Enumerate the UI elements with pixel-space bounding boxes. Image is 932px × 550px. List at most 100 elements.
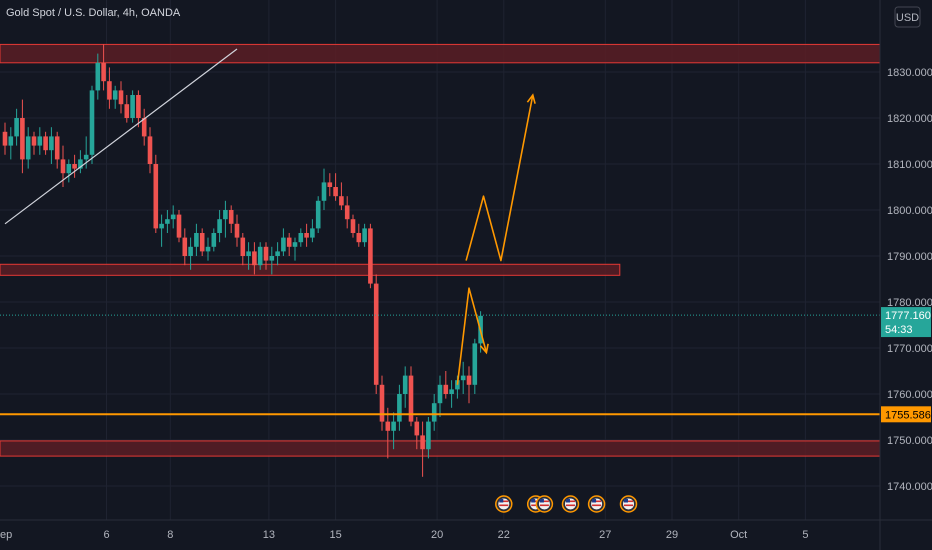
candle [339,182,344,210]
currency-label: USD [896,12,919,24]
time-tick-label: 8 [167,529,173,541]
resistance-zone[interactable] [0,440,881,457]
event-marker-stripe [531,500,541,503]
candle [89,85,95,164]
candle [49,127,54,164]
candle-body [101,62,106,82]
drawings[interactable] [0,48,880,416]
event-marker-stripe [566,504,575,507]
candle-body [54,136,60,160]
candle [31,131,37,155]
event-marker-stripe [592,500,602,503]
grid [0,0,880,520]
event-marker-canton [531,499,536,503]
candle-body [25,136,31,160]
candles [2,44,483,477]
candle [217,210,222,243]
event-marker-canton [566,499,570,503]
candle [182,228,188,266]
candle [37,127,43,155]
price-axis-background[interactable] [880,0,932,520]
candle-body [263,246,269,261]
candle-body [43,136,48,151]
projection-up-path[interactable] [465,94,534,262]
candle-body [315,200,321,229]
candle [385,407,391,459]
candle [420,421,425,477]
candle [240,233,246,266]
price-axis[interactable]: 1740.000 1750.000 1760.000 1770.000 1780.000… [887,67,932,493]
candle [472,338,478,394]
event-flag-icon[interactable] [619,495,638,513]
candle [228,205,234,233]
event-flag-icon[interactable] [535,495,554,513]
candle [170,205,176,229]
candle-body [49,136,54,151]
candle [362,223,367,247]
candle [112,85,118,109]
event-flag-icon[interactable] [587,495,606,513]
candle [165,210,170,233]
candle-body [8,136,14,146]
chart-title: Gold Spot / U.S. Dollar, 4h, OANDA [6,7,181,19]
candle [246,242,251,270]
candle [350,214,356,238]
candle-body [170,214,176,220]
time-axis[interactable]: ep 6 8 13 15 20 22 27 29 Oct 5 [0,529,808,541]
candle [257,242,263,270]
candle-body [362,228,367,243]
event-markers[interactable] [495,495,638,513]
time-tick-label: 5 [802,529,808,541]
candle-body [20,118,25,160]
price-tag-value: 1777.160 [885,310,931,322]
candle [344,196,350,229]
candle-body [176,214,182,238]
price-tick-label: 1770.000 [887,343,932,355]
currency-button[interactable]: USD [894,6,921,28]
candle-body [414,421,420,436]
candle-body [37,136,43,146]
candle-body [321,182,327,201]
resistance-zone[interactable] [0,43,881,64]
price-tick-label: 1790.000 [887,251,932,263]
candle-body [443,384,449,394]
candle-body [379,384,385,422]
candle-body [205,246,211,252]
candle-body [286,237,292,247]
projection-down-path[interactable] [456,287,488,385]
time-tick-label: 20 [431,529,443,541]
event-marker-stripe [624,504,633,507]
candle-body [72,164,77,169]
candle-body [275,251,280,256]
candle [14,108,19,146]
candle-body [344,205,350,220]
candle [437,375,443,417]
candle-body [240,237,246,256]
event-marker-stripe [531,504,541,507]
candle-body [118,90,124,105]
candle-body [147,136,153,164]
candle-body [408,375,414,422]
candle-body [153,164,159,229]
price-tick-label: 1750.000 [887,435,932,447]
candle [310,219,315,243]
candle-body [141,118,147,137]
candle-body [402,375,408,394]
time-tick-label: ep [0,529,12,541]
event-flag-icon[interactable] [495,495,513,513]
event-flag-icon[interactable] [561,495,580,513]
candle [25,127,31,169]
time-tick-label: Oct [730,529,747,541]
projection-down-arrowhead [479,343,489,355]
candle-body [281,237,286,252]
candle [153,154,159,233]
level-price-tag: 1755.586 [881,406,931,423]
candle [130,90,135,123]
candle-body [107,81,112,100]
time-tick-label: 29 [666,529,678,541]
resistance-zone[interactable] [0,263,621,276]
projection-up-arrowhead [526,93,536,104]
trendline[interactable] [4,48,238,225]
candle [315,196,321,233]
